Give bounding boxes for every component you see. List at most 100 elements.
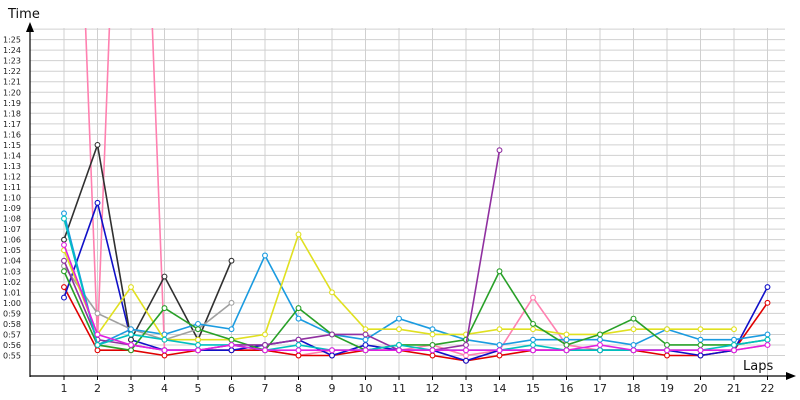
x-tick-label: 12 <box>426 382 440 395</box>
x-tick-label: 4 <box>161 382 168 395</box>
data-point <box>463 357 469 364</box>
data-point <box>496 342 503 348</box>
x-tick-label: 15 <box>526 382 540 395</box>
data-point <box>563 342 570 348</box>
x-tick-label: 3 <box>128 382 135 395</box>
data-point <box>429 326 436 333</box>
y-tick-label: 1:00 <box>3 299 21 308</box>
y-tick-label: 1:17 <box>3 120 21 129</box>
data-point <box>61 215 67 222</box>
series-line <box>84 28 768 357</box>
data-point <box>764 284 771 291</box>
y-tick-label: 1:03 <box>3 267 21 276</box>
data-point <box>530 320 536 327</box>
x-tick-label: 19 <box>660 382 674 395</box>
data-point <box>429 352 436 359</box>
y-tick-label: 1:07 <box>3 225 21 234</box>
x-tick-label: 21 <box>727 382 741 395</box>
data-point <box>128 347 134 354</box>
y-tick-label: 1:19 <box>3 99 21 108</box>
data-point <box>94 347 101 354</box>
data-point <box>630 347 637 354</box>
y-tick-label: 0:59 <box>3 309 21 318</box>
data-point <box>396 347 402 354</box>
x-tick-label: 7 <box>262 382 269 395</box>
x-tick-label: 11 <box>392 382 406 395</box>
data-point <box>664 326 670 333</box>
series-line <box>63 213 768 347</box>
series-line <box>63 244 768 352</box>
data-point <box>396 342 402 348</box>
data-point <box>195 326 201 333</box>
x-tick-label: 2 <box>94 382 101 395</box>
y-tick-label: 1:25 <box>3 36 21 45</box>
y-axis-arrow <box>26 22 34 32</box>
data-point <box>161 352 168 359</box>
x-tick-label: 18 <box>627 382 641 395</box>
data-point <box>61 284 67 291</box>
y-tick-label: 1:18 <box>3 109 21 118</box>
data-point <box>664 352 670 359</box>
data-point <box>429 342 436 348</box>
data-point <box>697 336 704 343</box>
data-point <box>597 331 603 338</box>
y-tick-label: 1:10 <box>3 194 21 203</box>
grid <box>30 28 785 376</box>
data-point <box>161 336 168 343</box>
data-point <box>195 342 201 348</box>
y-tick-label: 1:21 <box>3 78 21 87</box>
data-point <box>128 326 134 333</box>
data-point <box>597 342 603 348</box>
x-axis-ticks: 1 2 3 4 5 6 7 8 9 10 11 12 13 14 15 16 17 18 19 20 21 22 <box>61 376 775 395</box>
y-tick-label: 1:23 <box>3 57 21 66</box>
data-point <box>228 347 235 354</box>
y-tick-label: 1:13 <box>3 162 21 171</box>
data-point <box>262 342 268 348</box>
data-point <box>295 231 302 238</box>
data-point <box>463 342 469 348</box>
data-point <box>161 273 168 280</box>
data-point <box>195 336 201 343</box>
data-point <box>496 326 503 333</box>
x-tick-label: 13 <box>459 382 473 395</box>
data-point <box>496 352 503 359</box>
x-tick-label: 10 <box>359 382 373 395</box>
x-tick-label: 9 <box>329 382 336 395</box>
data-point <box>530 336 536 343</box>
data-point <box>128 336 134 343</box>
data-point <box>329 352 335 359</box>
y-tick-label: 1:24 <box>3 46 21 55</box>
data-point <box>429 331 436 338</box>
data-point <box>731 347 737 354</box>
y-tick-label: 0:56 <box>3 341 21 350</box>
x-axis-arrow <box>786 372 796 380</box>
data-point <box>195 320 201 327</box>
data-point <box>61 241 67 248</box>
data-point <box>697 326 704 333</box>
data-point <box>463 352 469 359</box>
data-point <box>563 336 570 343</box>
x-tick-label: 1 <box>61 382 68 395</box>
y-axis-title: Time <box>7 7 40 22</box>
data-point <box>597 347 603 354</box>
y-tick-label: 0:57 <box>3 330 21 339</box>
y-tick-label: 1:09 <box>3 204 21 213</box>
data-point <box>563 347 570 354</box>
data-point <box>228 326 235 333</box>
data-point <box>262 331 268 338</box>
data-point <box>731 336 737 343</box>
data-point <box>764 342 771 348</box>
data-point <box>463 347 469 354</box>
data-point <box>161 347 168 354</box>
series-group <box>61 28 771 364</box>
y-tick-label: 1:12 <box>3 172 21 181</box>
data-point <box>329 347 335 354</box>
data-point <box>228 342 235 348</box>
data-point <box>362 347 369 354</box>
data-point <box>429 347 436 354</box>
data-point <box>262 347 268 354</box>
data-point <box>597 336 603 343</box>
y-tick-label: 1:02 <box>3 278 21 287</box>
data-point <box>764 336 771 343</box>
